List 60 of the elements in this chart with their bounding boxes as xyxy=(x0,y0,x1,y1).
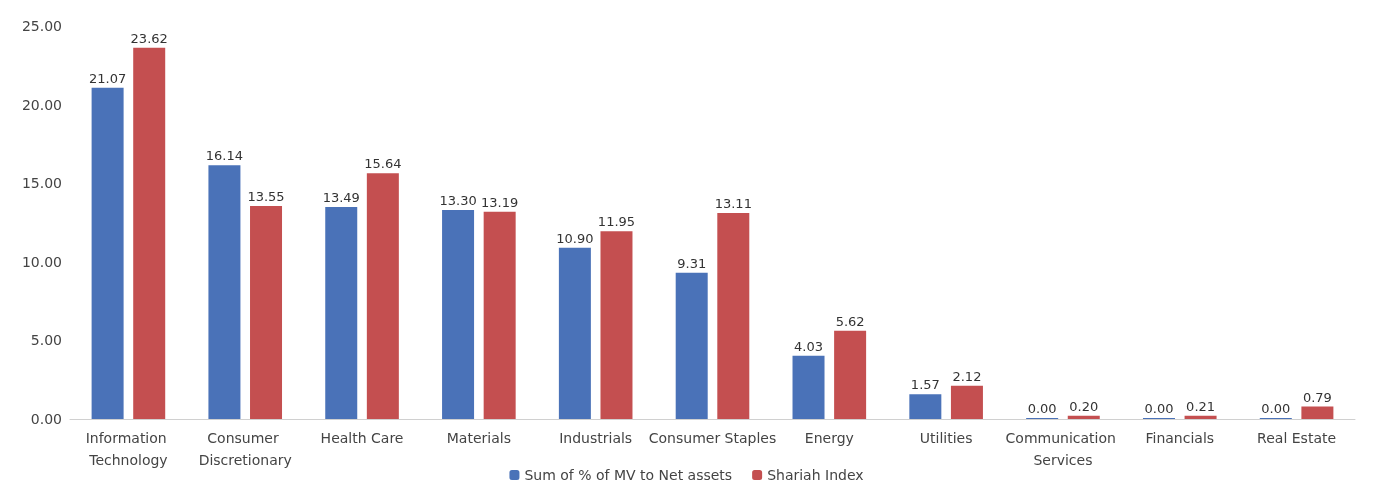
data-label: 21.07 xyxy=(89,70,127,86)
data-label: 16.14 xyxy=(205,148,244,164)
legend-label: Shariah Index xyxy=(767,467,864,483)
x-tick-label: Communication Services xyxy=(1005,430,1121,468)
bar xyxy=(483,211,516,419)
bar xyxy=(91,87,124,419)
data-label: 0.00 xyxy=(1144,401,1174,416)
bar xyxy=(1067,415,1100,419)
y-tick-label: 20.00 xyxy=(21,96,62,113)
data-label: 13.19 xyxy=(481,194,519,210)
data-label: 15.64 xyxy=(364,156,402,172)
data-label: 13.49 xyxy=(322,189,360,205)
bar xyxy=(325,206,358,419)
bar xyxy=(250,205,283,419)
data-label: 0.79 xyxy=(1302,389,1332,405)
data-label: 4.03 xyxy=(794,338,823,354)
bar xyxy=(600,231,633,419)
x-tick-label: Energy xyxy=(804,430,854,446)
x-tick-label: Industrials xyxy=(559,430,633,446)
data-label: 13.11 xyxy=(714,195,752,211)
data-label: 0.00 xyxy=(1027,401,1057,416)
bar xyxy=(1301,406,1334,419)
bar xyxy=(909,394,942,419)
data-label: 0.21 xyxy=(1186,398,1216,414)
data-label: 13.30 xyxy=(439,192,477,208)
x-tick-label: Consumer Discretionary xyxy=(198,430,292,468)
x-tick-label: Financials xyxy=(1145,430,1215,446)
bar xyxy=(950,385,983,419)
bar xyxy=(675,272,708,419)
y-tick-label: 0.00 xyxy=(30,411,62,427)
bar xyxy=(792,355,825,419)
x-tick-label: Utilities xyxy=(919,430,973,446)
y-tick-label: 15.00 xyxy=(21,175,62,192)
data-label: 10.90 xyxy=(556,230,594,246)
x-tick-label: Real Estate xyxy=(1257,430,1337,446)
data-label: 1.57 xyxy=(910,377,940,393)
legend-label: Sum of % of MV to Net assets xyxy=(524,467,733,483)
bar xyxy=(208,165,241,419)
data-label: 5.62 xyxy=(835,313,865,329)
data-label: 0.00 xyxy=(1261,401,1291,416)
bar xyxy=(1184,415,1217,419)
bar xyxy=(558,247,591,419)
bar xyxy=(133,47,166,419)
x-tick-label: Consumer Staples xyxy=(648,430,777,446)
data-label: 23.62 xyxy=(130,30,168,46)
data-label: 2.12 xyxy=(952,368,982,384)
x-tick-label: Information Technology xyxy=(85,430,172,468)
bar xyxy=(366,173,399,419)
y-tick-label: 10.00 xyxy=(21,253,62,270)
bar xyxy=(717,212,750,419)
y-tick-label: 5.00 xyxy=(30,332,62,349)
data-label: 11.95 xyxy=(597,214,636,230)
bar xyxy=(442,209,475,419)
x-tick-label: Materials xyxy=(446,430,511,446)
y-tick-label: 25.00 xyxy=(21,18,62,34)
bar xyxy=(834,330,867,419)
data-label: 9.31 xyxy=(677,255,707,271)
data-label: 13.55 xyxy=(247,188,285,204)
x-tick-label: Health Care xyxy=(320,430,404,446)
data-label: 0.20 xyxy=(1069,398,1099,414)
